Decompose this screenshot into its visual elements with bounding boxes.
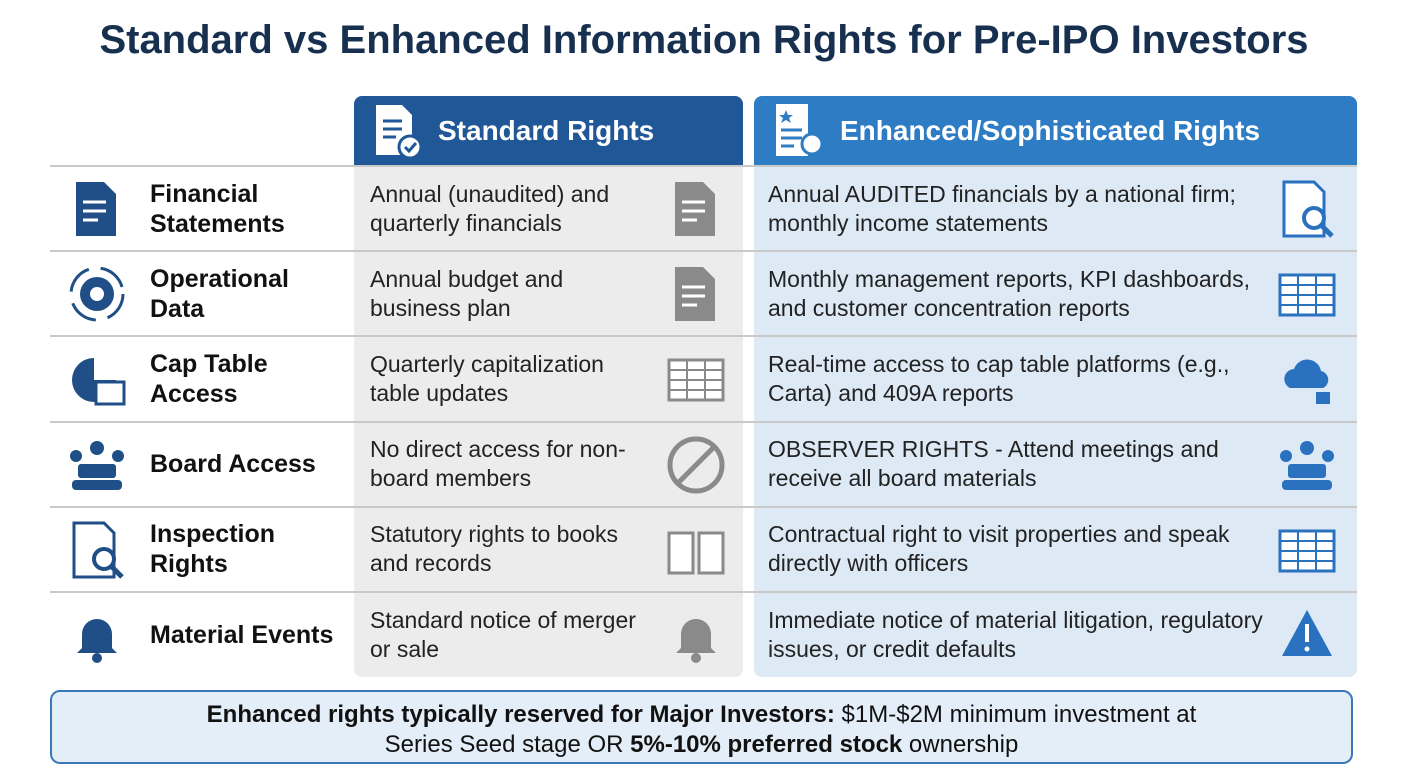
icon — [1276, 434, 1338, 496]
enhanced-header: Enhanced/Sophisticated Rights — [754, 96, 1357, 165]
icon — [66, 604, 128, 666]
icon-graphic — [77, 619, 117, 663]
enhanced-cell: Monthly management reports, KPI dashboar… — [768, 265, 1250, 321]
row-separator — [50, 165, 1357, 167]
header-icon — [776, 103, 824, 156]
header-label: Enhanced/Sophisticated Rights — [840, 114, 1261, 146]
standard-cell: Annual (unaudited) and quarterly financi… — [370, 180, 610, 236]
icon-graphic — [1282, 610, 1332, 656]
icon-graphic — [1280, 440, 1334, 490]
icon-graphic — [69, 266, 125, 322]
standard-cell: Annual budget and business plan — [370, 265, 564, 321]
row-label: Operational Data — [150, 264, 289, 323]
icon — [665, 348, 727, 410]
icon — [665, 604, 727, 666]
icon — [66, 348, 128, 410]
icon — [66, 434, 128, 496]
icon — [665, 519, 727, 581]
enhanced-cell: Immediate notice of material litigation,… — [768, 606, 1263, 662]
icon-graphic — [76, 182, 116, 236]
standard-cell: Standard notice of merger or sale — [370, 606, 636, 662]
standard-cell: Quarterly capitalization table updates — [370, 350, 604, 406]
icon-graphic — [667, 436, 725, 494]
icon — [1276, 263, 1338, 325]
icon — [1276, 178, 1338, 240]
icon-graphic — [70, 440, 124, 490]
icon — [1276, 519, 1338, 581]
icon-graphic — [675, 267, 715, 322]
row-separator — [50, 335, 1357, 338]
icon-graphic — [667, 358, 725, 402]
icon — [665, 178, 727, 240]
icon — [665, 434, 727, 496]
icon-graphic — [1278, 529, 1336, 573]
icon-graphic — [1284, 359, 1330, 405]
enhanced-cell: OBSERVER RIGHTS - Attend meetings and re… — [768, 436, 1219, 492]
footer-text: $1M-$2M minimum investment at Series See… — [384, 701, 1197, 758]
icon — [66, 519, 128, 581]
footer-bold: 5%-10% preferred stock — [630, 731, 903, 758]
icon-graphic — [72, 358, 126, 406]
row-label: Financial Statements — [150, 179, 285, 238]
footer-text: ownership — [902, 731, 1019, 758]
row-separator — [50, 250, 1357, 253]
row-label: Inspection Rights — [150, 520, 276, 579]
title: Standard vs Enhanced Information Rights … — [99, 18, 1309, 62]
row-separator — [50, 505, 1357, 508]
row-separator — [50, 591, 1357, 593]
enhanced-cell: Annual AUDITED financials by a national … — [768, 180, 1236, 236]
row-label: Cap Table Access — [150, 349, 268, 408]
icon-graphic — [675, 182, 715, 236]
row-separator — [50, 420, 1357, 423]
icon — [1276, 604, 1338, 666]
icon-graphic — [676, 619, 716, 663]
standard-cell: Statutory rights to books and records — [370, 521, 619, 577]
icon-graphic — [667, 531, 725, 575]
icon-graphic — [1282, 180, 1334, 238]
icon-graphic — [1278, 273, 1336, 317]
enhanced-cell: Real-time access to cap table platforms … — [768, 350, 1230, 406]
header-icon — [376, 104, 422, 159]
icon-graphic — [72, 521, 124, 579]
footer-note: Enhanced rights typically reserved for M… — [50, 690, 1353, 764]
row-label: Board Access — [150, 450, 316, 479]
footer-bold: Enhanced rights typically reserved for M… — [206, 701, 835, 728]
icon — [66, 178, 128, 240]
standard-header: Standard Rights — [354, 96, 743, 165]
enhanced-cell: Contractual right to visit properties an… — [768, 521, 1230, 577]
icon — [665, 263, 727, 325]
standard-cell: No direct access for non-board members — [370, 436, 626, 492]
row-label: Material Events — [150, 620, 334, 649]
icon — [1276, 348, 1338, 410]
header-label: Standard Rights — [438, 114, 655, 146]
icon — [66, 263, 128, 325]
